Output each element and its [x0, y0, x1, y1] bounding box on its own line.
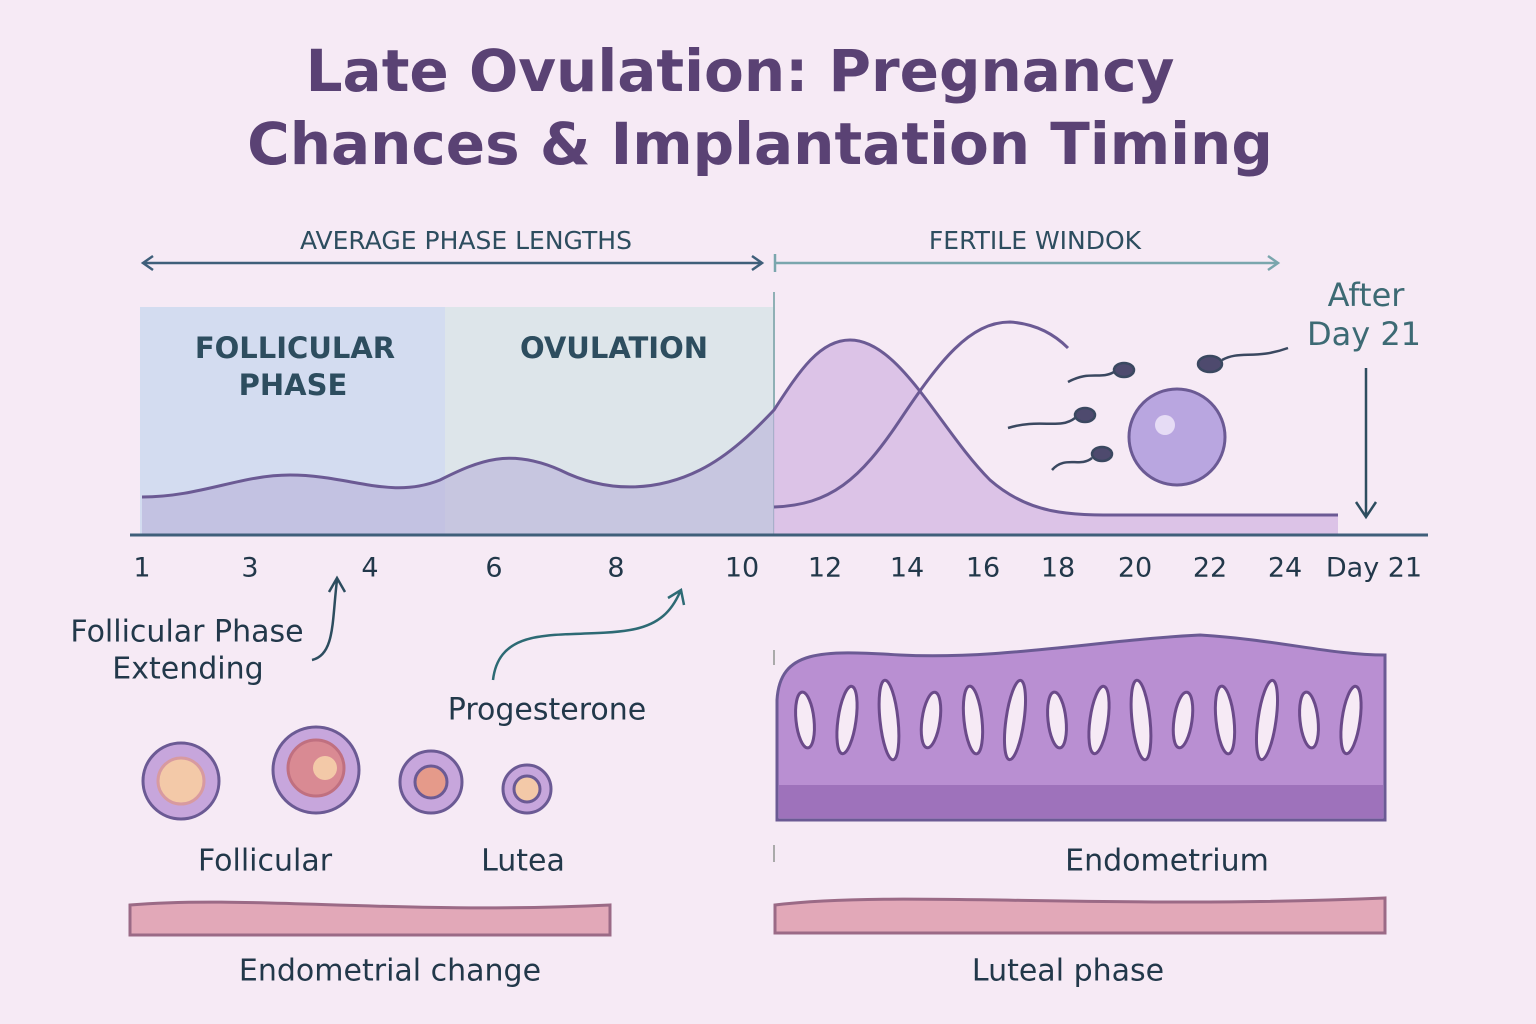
illustration-label: Endometrium	[1065, 844, 1269, 879]
day-label: 18	[1041, 553, 1075, 584]
sperm	[1090, 445, 1114, 463]
title-line: Chances & Implantation Timing	[247, 110, 1273, 178]
gland	[961, 684, 985, 756]
sperm	[1196, 354, 1224, 374]
day-label: 6	[485, 553, 502, 584]
day-label: 8	[607, 553, 624, 584]
illustration-label: Lutea	[481, 844, 565, 879]
annotation: Follicular Phase	[70, 615, 303, 650]
day-label: 12	[808, 553, 842, 584]
gland	[1339, 684, 1363, 756]
marker-label: After	[1328, 276, 1406, 314]
endometrium-base	[779, 785, 1383, 818]
gland	[1254, 678, 1280, 762]
sperm-tail	[1067, 370, 1115, 384]
illustration-label: Follicular	[198, 844, 333, 879]
day-label: 16	[966, 553, 1000, 584]
day-labels: 1 3 4 6 8 10 12 14 16 18 20 22 24 Day 21	[133, 553, 1422, 584]
gland	[1087, 684, 1111, 756]
egg-highlight	[1155, 415, 1175, 435]
range-label: AVERAGE PHASE LENGTHS	[300, 226, 632, 255]
day-label: 14	[890, 553, 924, 584]
hormone-curve	[141, 338, 1338, 517]
gland	[1298, 690, 1320, 750]
follicles	[141, 725, 553, 821]
range-arrows	[140, 254, 1281, 272]
tissue-strip	[128, 900, 612, 937]
arrow-head	[140, 254, 765, 272]
follicle-core	[413, 764, 449, 800]
annotation: Progesterone	[448, 693, 646, 728]
annotation-arrow	[311, 575, 347, 662]
follicle-core	[313, 756, 337, 780]
illustration-label: Endometrial change	[239, 954, 541, 989]
egg	[1127, 387, 1227, 487]
gland	[1129, 678, 1153, 762]
marker-label: Day 21	[1307, 315, 1421, 353]
phase-label: FOLLICULAR	[195, 331, 395, 365]
gland	[835, 684, 859, 756]
illustration-label: Luteal phase	[972, 954, 1164, 989]
gland	[1213, 684, 1237, 756]
day-label: Day 21	[1326, 553, 1422, 584]
day-label: 4	[361, 553, 378, 584]
endometrium	[775, 633, 1387, 822]
sperm-tail	[1221, 346, 1289, 362]
sperm-group	[1007, 346, 1289, 471]
tissue-strip	[773, 896, 1387, 935]
gland	[1046, 690, 1068, 750]
hormone-area	[774, 340, 1338, 535]
day-label: 22	[1193, 553, 1227, 584]
gland	[794, 690, 816, 750]
day-label: 1	[133, 553, 150, 584]
gland	[919, 690, 943, 750]
title-line: Late Ovulation: Pregnancy	[306, 37, 1175, 105]
glands	[794, 678, 1363, 762]
marker-arrow	[1354, 368, 1378, 520]
day-label: 24	[1268, 553, 1302, 584]
sperm	[1112, 361, 1136, 379]
gland	[1002, 678, 1028, 762]
range-label: FERTILE WINDOK	[929, 226, 1142, 255]
gland	[1171, 690, 1195, 750]
sperm-tail	[1051, 456, 1093, 471]
day-label: 10	[725, 553, 759, 584]
sperm-tail	[1007, 416, 1076, 430]
arrow-head	[773, 254, 1281, 272]
follicle-core	[512, 774, 542, 804]
sperm	[1073, 406, 1097, 424]
day-label: 20	[1118, 553, 1152, 584]
follicle-core	[156, 756, 206, 806]
annotation-arrow	[491, 587, 686, 681]
phase-label: PHASE	[239, 368, 348, 402]
day-label: 3	[241, 553, 258, 584]
annotation: Extending	[112, 652, 263, 687]
phase-label: OVULATION	[520, 331, 708, 365]
gland	[877, 678, 901, 762]
hormone-curve	[773, 320, 1070, 509]
